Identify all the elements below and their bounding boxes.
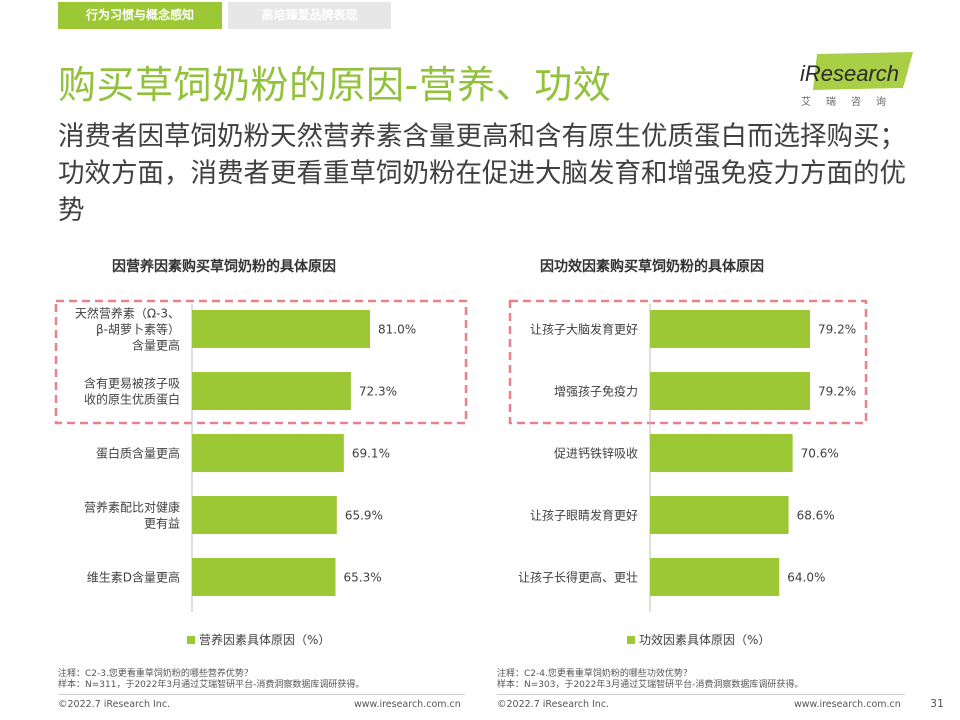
chart-nutrition-title: 因营养因素购买草饲奶粉的具体原因 <box>112 259 336 275</box>
chart-efficacy: 79.2% 让孩子大脑发育更好 79.2% 增强孩子免疫力 70.6% 促进钙铁锌吸收 68… <box>508 299 868 647</box>
footer-copyright-right: ©2022.7 iResearch Inc. <box>497 699 610 710</box>
data-label: 69.1% <box>352 447 390 461</box>
data-label: 65.3% <box>343 571 381 585</box>
category-label: 增强孩子免疫力 <box>554 384 638 399</box>
legend-label: 功效因素具体原因（%） <box>639 632 770 647</box>
bar <box>650 310 810 348</box>
legend-swatch <box>187 636 195 644</box>
data-label: 72.3% <box>359 385 397 399</box>
footer-divider-left <box>58 694 465 695</box>
data-label: 70.6% <box>801 447 839 461</box>
legend-label: 营养因素具体原因（%） <box>199 632 330 647</box>
category-label: 天然营养素（Ω-3、 β-胡萝卜素等）含量更高 <box>75 306 180 353</box>
chart-nutrition: 81.0% 天然营养素（Ω-3、 β-胡萝卜素等）含量更高 72.3% 含有更易被孩子吸… <box>54 299 468 647</box>
bar <box>650 372 810 410</box>
footer-copyright-left: ©2022.7 iResearch Inc. <box>58 699 171 710</box>
bar <box>192 372 351 410</box>
data-label: 64.0% <box>787 571 825 585</box>
svg-text:iResearch: iResearch <box>800 61 899 86</box>
category-label: 营养素配比对健康更有益 <box>84 500 180 531</box>
footer-url-right[interactable]: www.iresearch.com.cn <box>794 699 901 710</box>
note-left-question: 注释：C2-3.您更看重草饲奶粉的哪些营养优势？ <box>58 669 253 679</box>
bar <box>650 496 789 534</box>
note-left-sample: 样本：N=311，于2022年3月通过艾瑞智研平台-消费洞察数据库调研获得。 <box>58 680 365 690</box>
bar <box>192 496 337 534</box>
page-title: 购买草饲奶粉的原因-营养、功效 <box>58 63 612 107</box>
note-left: 注释：C2-3.您更看重草饲奶粉的哪些营养优势？ 样本：N=311，于2022年… <box>58 669 364 691</box>
page-number: 31 <box>930 697 944 710</box>
tab-brand-performance[interactable]: 高培臻爱品牌表现 <box>228 2 391 29</box>
legend-swatch <box>627 636 635 644</box>
tab-behavior-habits[interactable]: 行为习惯与概念感知 <box>58 2 222 29</box>
page-subtitle: 消费者因草饲奶粉天然营养素含量更高和含有原生优质蛋白而选择购买；功效方面，消费者… <box>58 121 906 226</box>
category-label: 让孩子长得更高、更壮 <box>518 570 638 585</box>
data-label: 79.2% <box>818 323 856 337</box>
logo-cn-text: 艾瑞咨询 <box>801 97 901 108</box>
category-label: 促进钙铁锌吸收 <box>554 447 638 461</box>
bar <box>192 558 336 596</box>
bar <box>650 434 793 472</box>
note-right-sample: 样本：N=303，于2022年3月通过艾瑞智研平台-消费洞察数据库调研获得。 <box>497 680 804 690</box>
bar <box>192 310 370 348</box>
chart-efficacy-title: 因功效因素购买草饲奶粉的具体原因 <box>540 259 764 275</box>
category-label: 让孩子大脑发育更好 <box>530 322 638 337</box>
note-right-question: 注释：C2-4.您更看重草饲奶粉的哪些功效优势？ <box>497 669 692 679</box>
footer-divider-right <box>497 694 905 695</box>
note-right: 注释：C2-4.您更看重草饲奶粉的哪些功效优势？ 样本：N=303，于2022年… <box>497 669 803 691</box>
footer-url-left[interactable]: www.iresearch.com.cn <box>354 699 461 710</box>
iresearch-logo: iResearch <box>800 52 913 90</box>
data-label: 65.9% <box>345 509 383 523</box>
highlight-box <box>508 299 868 425</box>
bar <box>650 558 780 596</box>
category-label: 让孩子眼睛发育更好 <box>530 508 638 523</box>
highlight-box <box>54 299 468 425</box>
bar <box>192 434 344 472</box>
category-label: 含有更易被孩子吸收的原生优质蛋白 <box>84 376 180 407</box>
category-label: 维生素D含量更高 <box>87 570 180 585</box>
data-label: 79.2% <box>818 385 856 399</box>
data-label: 68.6% <box>797 509 835 523</box>
data-label: 81.0% <box>378 323 416 337</box>
category-label: 蛋白质含量更高 <box>96 446 180 461</box>
